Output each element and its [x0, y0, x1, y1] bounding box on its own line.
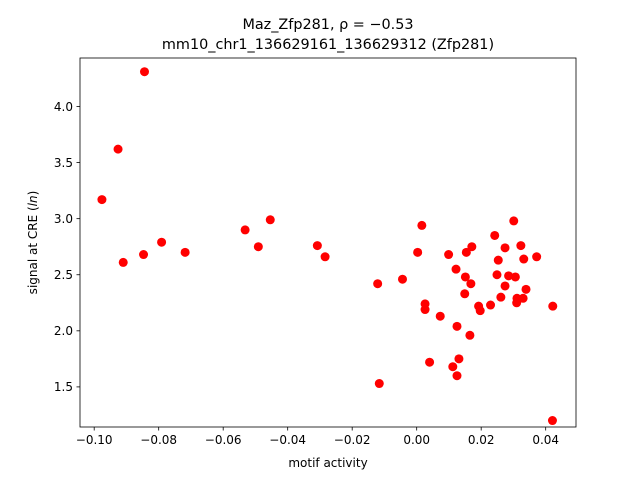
scatter-point [521, 284, 531, 294]
y-axis-label: signal at CRE (ln) [26, 191, 40, 295]
x-axis-ticks: −0.10 −0.08 −0.06 −0.04 −0.02 0.00 0.02 0.04 [76, 427, 559, 447]
scatter-point [460, 272, 470, 282]
scatter-point [486, 300, 496, 310]
y-axis-ticks: 1.5 2.0 2.5 3.0 3.5 4.0 [54, 100, 80, 394]
plot-area [79, 57, 577, 428]
y-tick-label: 1.5 [54, 380, 73, 394]
plot-frame [79, 57, 577, 428]
scatter-point [139, 67, 149, 77]
x-tick-label: 0.04 [532, 433, 559, 447]
scatter-point [373, 279, 383, 289]
scatter-point [493, 255, 503, 265]
scatter-point [451, 264, 461, 274]
plot-background [80, 58, 576, 427]
scatter-point [113, 144, 123, 154]
scatter-point [413, 247, 423, 257]
x-tick-label: −0.06 [205, 433, 242, 447]
scatter-point [240, 225, 250, 235]
scatter-point [320, 252, 330, 262]
scatter-point [180, 247, 190, 257]
scatter-point [467, 242, 477, 252]
scatter-point [500, 281, 510, 291]
chart-title-line2: mm10_chr1_136629161_136629312 (Zfp281) [162, 37, 494, 53]
scatter-point [118, 257, 128, 267]
y-tick-label: 4.0 [54, 100, 73, 114]
scatter-point [516, 241, 526, 251]
scatter-point [265, 215, 275, 225]
y-tick-label: 3.5 [54, 156, 73, 170]
scatter-point [496, 292, 506, 302]
y-tick-label: 2.0 [54, 324, 73, 338]
x-tick-label: −0.08 [140, 433, 177, 447]
scatter-point [510, 272, 520, 282]
x-tick-label: 0.02 [468, 433, 495, 447]
scatter-point [492, 270, 502, 280]
scatter-point [490, 230, 500, 240]
scatter-point [97, 195, 107, 205]
scatter-point [253, 242, 263, 252]
scatter-point [548, 301, 558, 311]
scatter-point [454, 354, 464, 364]
scatter-point [452, 321, 462, 331]
x-tick-label: 0.00 [403, 433, 430, 447]
scatter-point [312, 241, 322, 251]
scatter-point [448, 362, 458, 372]
scatter-point [444, 250, 454, 260]
scatter-point [460, 289, 470, 299]
scatter-point [452, 371, 462, 381]
scatter-point [425, 357, 435, 367]
scatter-point [500, 243, 510, 253]
scatter-point [466, 279, 476, 289]
scatter-point [504, 271, 514, 281]
scatter-point [518, 293, 528, 303]
y-tick-label: 2.5 [54, 268, 73, 282]
scatter-point [532, 252, 542, 262]
chart-title-line1: Maz_Zfp281, ρ = −0.53 [242, 17, 413, 33]
scatter-point [139, 250, 149, 260]
scatter-point [374, 379, 384, 389]
scatter-point [435, 311, 445, 321]
scatter-point [465, 330, 475, 340]
scatter-point [420, 305, 430, 315]
scatter-point [157, 237, 167, 247]
scatter-point [519, 254, 529, 264]
scatter-point [461, 247, 471, 257]
scatter-point [417, 220, 427, 230]
scatter-point [397, 274, 407, 284]
x-axis-label: motif activity [288, 456, 367, 470]
scatter-point [475, 306, 485, 316]
scatter-point [509, 216, 519, 226]
data-points [97, 67, 558, 426]
x-tick-label: −0.02 [334, 433, 371, 447]
scatter-point [547, 416, 557, 426]
x-tick-label: −0.04 [269, 433, 306, 447]
x-tick-label: −0.10 [76, 433, 113, 447]
y-tick-label: 3.0 [54, 212, 73, 226]
